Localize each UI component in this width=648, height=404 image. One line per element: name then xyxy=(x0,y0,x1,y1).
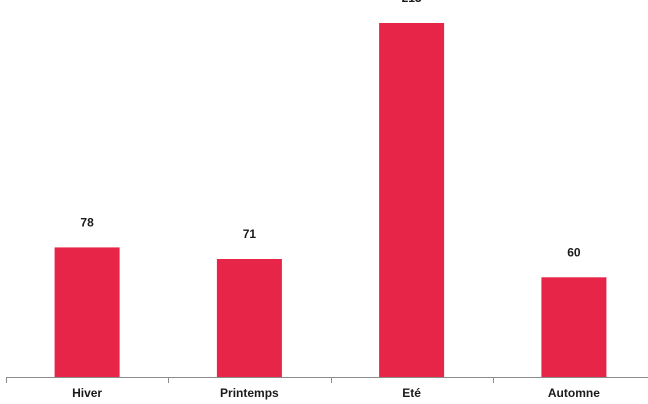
category-label-ete: Eté xyxy=(402,386,421,400)
category-label-printemps: Printemps xyxy=(220,386,279,400)
bar-ete xyxy=(379,23,445,377)
value-label-ete: 213 xyxy=(402,0,422,5)
bar-automne xyxy=(541,277,607,377)
value-label-printemps: 71 xyxy=(243,227,257,241)
category-label-automne: Automne xyxy=(548,386,600,400)
category-label-hiver: Hiver xyxy=(72,386,102,400)
bars-group xyxy=(54,23,607,377)
category-labels-group: Hiver Printemps Eté Automne xyxy=(72,386,600,400)
value-labels-group: 78 71 213 60 xyxy=(80,0,580,259)
value-label-automne: 60 xyxy=(567,245,581,259)
x-axis-ticks-group xyxy=(6,377,494,383)
value-label-hiver: 78 xyxy=(80,215,94,229)
bar-hiver xyxy=(54,247,120,377)
bar-printemps xyxy=(216,259,282,377)
